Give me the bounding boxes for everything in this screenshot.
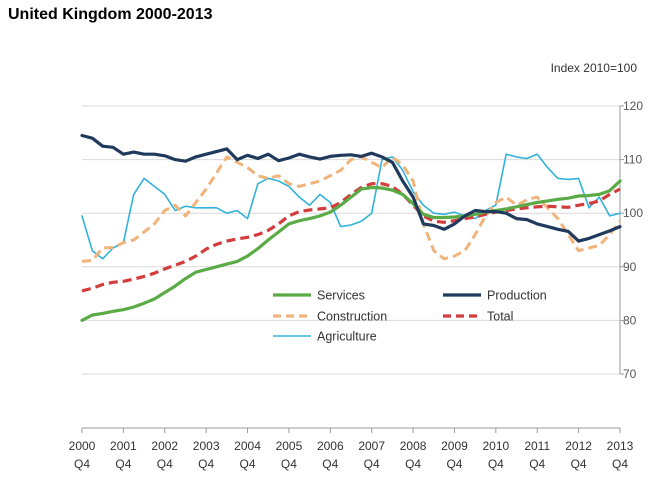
x-axis: 2000 Q4 2001 Q4 2002 Q4 2003 Q4 2004 Q4 2005 Q4 2006… xyxy=(69,427,634,471)
x-tick-quarter: Q4 xyxy=(529,457,545,471)
x-tick-year: 2007 xyxy=(358,439,385,453)
series-line-total xyxy=(81,182,621,293)
series-line-agriculture xyxy=(81,153,621,260)
x-tick-quarter: Q4 xyxy=(240,457,256,471)
x-tick-year: 2008 xyxy=(400,439,427,453)
x-tick-year: 2006 xyxy=(317,439,344,453)
unit-label: Index 2010=100 xyxy=(551,61,638,75)
x-tick-quarter: Q4 xyxy=(405,457,421,471)
series-lines xyxy=(80,133,622,322)
x-tick-quarter: Q4 xyxy=(115,457,131,471)
y-tick-label: 100 xyxy=(623,206,643,220)
x-tick-quarter: Q4 xyxy=(322,457,338,471)
y-tick-label: 110 xyxy=(623,153,642,167)
x-tick-quarter: Q4 xyxy=(281,457,297,471)
y-tick-label: 70 xyxy=(623,367,637,381)
x-tick-year: 2012 xyxy=(565,439,592,453)
x-tick-year: 2002 xyxy=(151,439,178,453)
x-tick-year: 2004 xyxy=(234,439,261,453)
y-tick-label: 90 xyxy=(623,260,637,274)
legend-label-total: Total xyxy=(487,310,513,324)
y-tick-label: 120 xyxy=(623,99,643,113)
x-tick-year: 2005 xyxy=(276,439,303,453)
x-tick-year: 2003 xyxy=(193,439,220,453)
x-tick-quarter: Q4 xyxy=(198,457,214,471)
legend-label-services: Services xyxy=(317,289,365,303)
x-tick-quarter: Q4 xyxy=(74,457,90,471)
chart-title: United Kingdom 2000-2013 xyxy=(8,6,213,23)
legend: Services Production Construction Total Agric… xyxy=(273,289,547,344)
x-tick-year: 2011 xyxy=(524,439,550,453)
legend-label-production: Production xyxy=(487,289,547,303)
x-tick-quarter: Q4 xyxy=(571,457,587,471)
legend-label-agriculture: Agriculture xyxy=(317,330,377,344)
x-tick-quarter: Q4 xyxy=(364,457,380,471)
series-line-construction xyxy=(81,155,622,263)
x-tick-quarter: Q4 xyxy=(446,457,462,471)
x-tick-year: 2009 xyxy=(441,439,468,453)
legend-label-construction: Construction xyxy=(317,310,387,324)
x-tick-year: 2001 xyxy=(110,439,137,453)
y-axis: 70 80 90 100 110 120 xyxy=(619,99,643,381)
series-line-services xyxy=(80,179,622,322)
x-tick-year: 2010 xyxy=(482,439,509,453)
series-line-production xyxy=(80,133,622,243)
x-tick-quarter: Q4 xyxy=(488,457,504,471)
x-tick-year: 2000 xyxy=(69,439,96,453)
x-tick-quarter: Q4 xyxy=(157,457,173,471)
y-tick-label: 80 xyxy=(623,313,637,327)
x-tick-year: 2013 xyxy=(607,439,634,453)
x-tick-quarter: Q4 xyxy=(612,457,628,471)
